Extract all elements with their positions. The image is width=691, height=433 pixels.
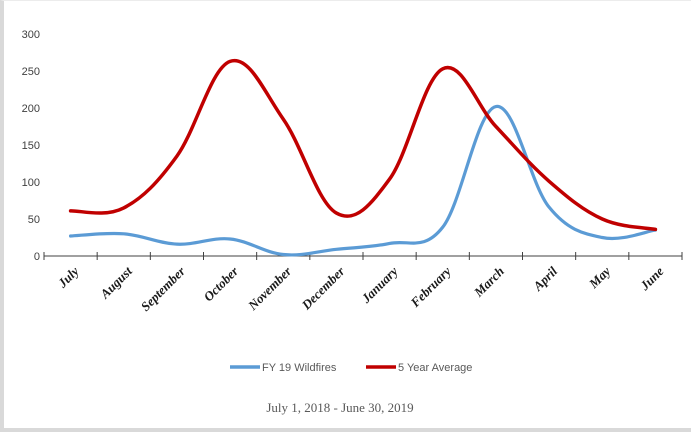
x-tick-label: September (138, 263, 189, 314)
y-tick-label: 50 (28, 214, 40, 226)
series-line-fy19-wildfires (68, 104, 658, 257)
y-axis-ticks: 0 50 100 150 200 250 300 (22, 29, 40, 263)
x-tick-label: May (585, 263, 613, 291)
x-tick-label: July (54, 263, 82, 291)
y-tick-label: 250 (22, 66, 40, 78)
y-tick-label: 200 (22, 103, 40, 115)
legend: FY 19 Wildfires 5 Year Average (230, 362, 472, 374)
legend-label-5yr: 5 Year Average (398, 362, 472, 374)
chart-caption: July 1, 2018 - June 30, 2019 (266, 400, 413, 415)
x-axis-labels: July August September October November Decemb… (54, 263, 667, 314)
x-tick-label: December (298, 263, 348, 313)
legend-label-fy19: FY 19 Wildfires (262, 362, 337, 374)
x-tick-label: January (358, 263, 401, 306)
x-tick-label: April (529, 263, 560, 294)
series-line-5-year-average (68, 58, 658, 232)
y-tick-label: 150 (22, 140, 40, 152)
x-tick-label: October (200, 263, 241, 304)
y-tick-label: 0 (34, 251, 40, 263)
line-chart: 0 50 100 150 200 250 300 July August September Oc… (22, 29, 683, 415)
y-tick-label: 100 (22, 177, 40, 189)
x-tick-label: March (470, 264, 507, 301)
x-axis (43, 252, 683, 260)
x-tick-label: November (244, 263, 295, 314)
x-tick-label: August (96, 263, 135, 302)
series-lines (68, 58, 658, 257)
x-tick-label: June (636, 263, 666, 293)
x-tick-label: February (407, 263, 454, 310)
y-tick-label: 300 (22, 29, 40, 41)
